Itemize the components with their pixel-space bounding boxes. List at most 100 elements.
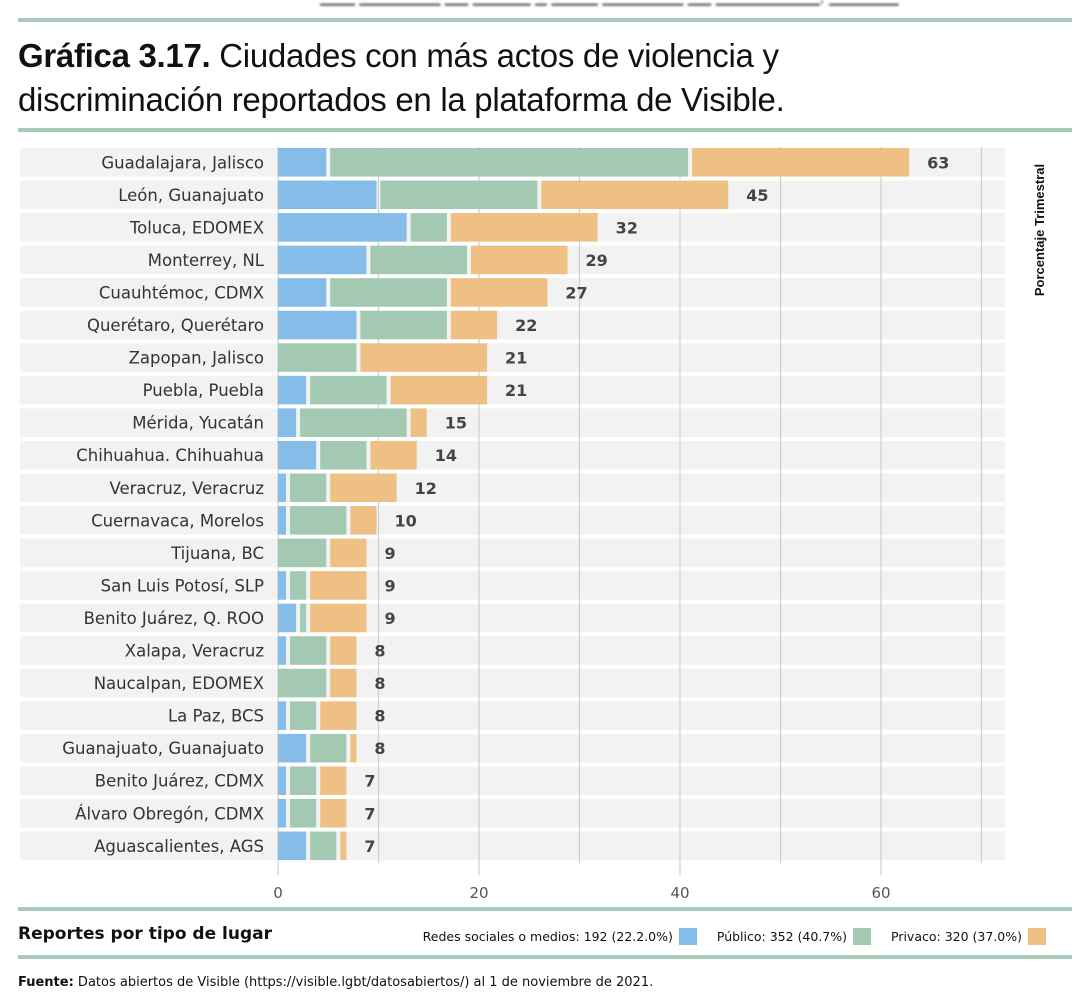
bar-segment bbox=[290, 636, 327, 665]
bar-segment bbox=[370, 245, 467, 275]
legend-bottom-rule bbox=[18, 955, 1072, 959]
legend-top-rule bbox=[18, 907, 1072, 911]
title-prefix: Gráfica 3.17. bbox=[18, 37, 211, 74]
category-label: León, Guanajuato bbox=[118, 186, 264, 205]
category-label: Álvaro Obregón, CDMX bbox=[75, 804, 264, 823]
top-rule bbox=[18, 18, 1072, 22]
bar-segment bbox=[310, 831, 337, 861]
bar-segment bbox=[278, 799, 287, 828]
bar-segment bbox=[278, 180, 377, 210]
category-label: San Luis Potosí, SLP bbox=[101, 576, 264, 595]
category-label: Guadalajara, Jalisco bbox=[101, 153, 264, 172]
total-label: 7 bbox=[364, 804, 375, 823]
total-label: 8 bbox=[374, 707, 385, 726]
bar-segment bbox=[278, 440, 317, 470]
category-label: Cuernavaca, Morelos bbox=[91, 511, 264, 530]
category-label: Toluca, EDOMEX bbox=[129, 218, 264, 237]
bar-segment bbox=[278, 473, 287, 503]
legend-item-privado: Privaco: 320 (37.0%) bbox=[891, 929, 1022, 944]
side-axis-label: Porcentaje Trimestral bbox=[1032, 164, 1047, 296]
total-label: 22 bbox=[515, 316, 537, 335]
legend-item-publico: Público: 352 (40.7%) bbox=[716, 929, 847, 944]
row-background bbox=[20, 733, 1005, 763]
total-label: 29 bbox=[585, 251, 607, 270]
row-background bbox=[20, 506, 1005, 535]
x-tick-label: 20 bbox=[469, 884, 488, 902]
bar-segment bbox=[320, 440, 367, 470]
bar-segment bbox=[278, 310, 357, 340]
total-label: 12 bbox=[415, 479, 437, 498]
bar-segment bbox=[278, 571, 287, 600]
bar-segment bbox=[390, 375, 488, 405]
total-label: 9 bbox=[384, 609, 395, 628]
bar-segment bbox=[320, 766, 347, 795]
row-background bbox=[20, 343, 1005, 372]
bar-segment bbox=[290, 571, 307, 600]
legend: Redes sociales o medios: 192 (22.2.0%) P… bbox=[423, 928, 1046, 945]
bar-segment bbox=[310, 571, 367, 600]
row-background bbox=[20, 701, 1005, 730]
bar-segment bbox=[278, 766, 287, 795]
bar-segment bbox=[290, 473, 327, 503]
total-label: 14 bbox=[435, 446, 457, 465]
total-label: 21 bbox=[505, 381, 527, 400]
bar-segment bbox=[278, 668, 327, 698]
category-label: Chihuahua. Chihuahua bbox=[76, 446, 264, 465]
bar-segment bbox=[278, 375, 307, 405]
bar-segment bbox=[380, 180, 538, 210]
bar-segment bbox=[300, 408, 407, 437]
total-label: 63 bbox=[927, 153, 949, 172]
category-label: La Paz, BCS bbox=[168, 707, 264, 726]
bar-segment bbox=[290, 799, 317, 828]
total-label: 32 bbox=[616, 218, 638, 237]
legend-title: Reportes por tipo de lugar bbox=[18, 924, 272, 944]
bar-segment bbox=[310, 375, 387, 405]
bar-segment bbox=[278, 213, 407, 242]
chart-title: Gráfica 3.17. Ciudades con más actos de … bbox=[18, 34, 785, 122]
source-label: Fuente: bbox=[18, 975, 74, 990]
total-label: 8 bbox=[374, 739, 385, 758]
bar-segment bbox=[290, 506, 347, 535]
category-label: Monterrey, NL bbox=[148, 251, 265, 270]
bar-segment bbox=[278, 603, 297, 633]
bar-segment bbox=[278, 701, 287, 730]
row-background bbox=[20, 440, 1005, 470]
total-label: 9 bbox=[384, 576, 395, 595]
total-label: 8 bbox=[374, 674, 385, 693]
total-label: 9 bbox=[384, 544, 395, 563]
bar-segment bbox=[470, 245, 568, 275]
title-line1: Ciudades con más actos de violencia y bbox=[210, 37, 779, 74]
category-label: Puebla, Puebla bbox=[143, 381, 264, 400]
bar-segment bbox=[278, 408, 297, 437]
bar-segment bbox=[290, 701, 317, 730]
row-background bbox=[20, 538, 1005, 568]
category-label: Aguascalientes, AGS bbox=[94, 837, 264, 856]
category-label: Zapopan, Jalisco bbox=[129, 349, 264, 368]
row-background bbox=[20, 831, 1005, 861]
bar-segment bbox=[310, 733, 347, 763]
bar-segment bbox=[278, 343, 357, 372]
source-note: Fuente: Datos abiertos de Visible (https… bbox=[18, 975, 653, 990]
category-label: Benito Juárez, CDMX bbox=[95, 772, 264, 791]
category-label: Guanajuato, Guanajuato bbox=[62, 739, 264, 758]
row-background bbox=[20, 603, 1005, 633]
row-background bbox=[20, 310, 1005, 340]
legend-swatch-blue bbox=[678, 928, 697, 945]
bar-segment bbox=[330, 538, 367, 568]
bar-segment bbox=[330, 148, 689, 177]
bar-segment bbox=[278, 538, 327, 568]
clipped-previous-text: ▁▁▁ ▁▁▁▁▁▁▁ ▁▁ ▁▁▁▁▁ ▁ ▁▁▁▁ ▁▁▁▁▁▁▁ ▁▁ ▁… bbox=[320, 0, 898, 6]
bar-segment bbox=[278, 278, 327, 307]
bar-segment bbox=[278, 831, 307, 861]
legend-swatch-orange bbox=[1028, 928, 1046, 945]
bar-segment bbox=[278, 245, 367, 275]
title-rule bbox=[18, 128, 1072, 132]
bar-segment bbox=[320, 799, 347, 828]
row-background bbox=[20, 636, 1005, 665]
row-background bbox=[20, 408, 1005, 437]
row-background bbox=[20, 375, 1005, 405]
category-label: Mérida, Yucatán bbox=[132, 414, 264, 433]
bar-segment bbox=[692, 148, 910, 177]
bar-segment bbox=[330, 636, 357, 665]
legend-swatch-green bbox=[853, 928, 871, 945]
